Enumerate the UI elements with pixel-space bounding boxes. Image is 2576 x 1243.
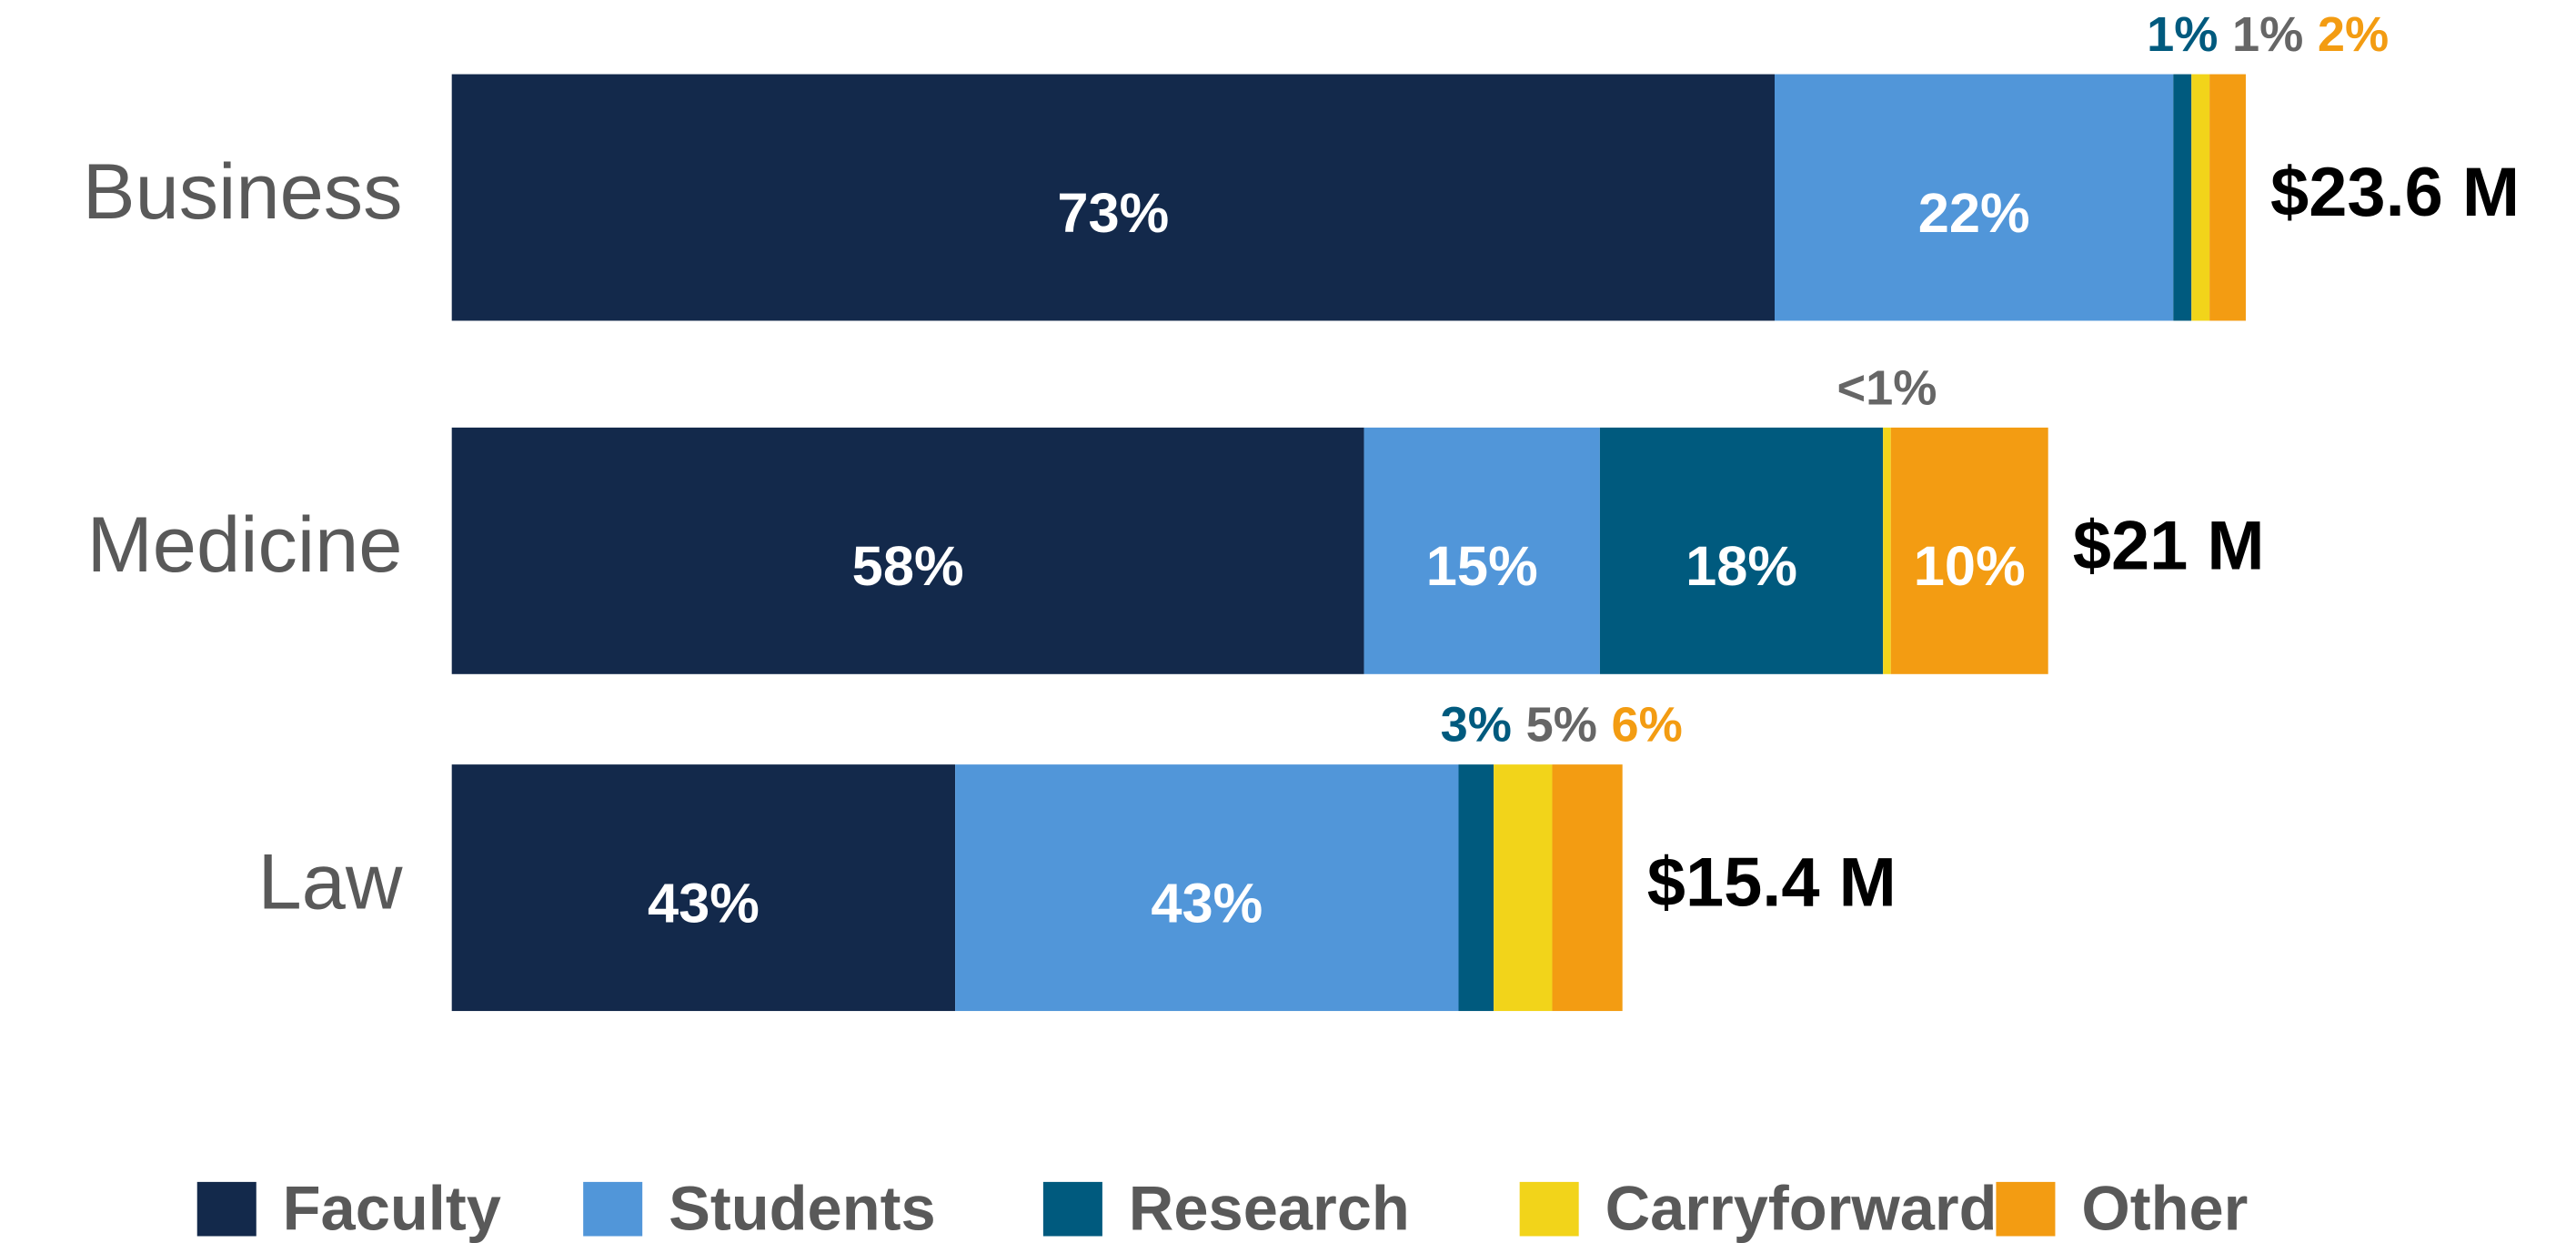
legend-label: Faculty (283, 1173, 501, 1243)
value-label: 43% (1151, 872, 1263, 935)
bar-segment (1774, 74, 2174, 321)
legend-swatch (1519, 1181, 1579, 1237)
value-label: 22% (1918, 182, 2030, 245)
legend-swatch (1996, 1181, 2056, 1237)
legend-swatch (1042, 1181, 1102, 1237)
bar-segment (1599, 427, 1884, 674)
bar-segment (1363, 427, 1600, 674)
value-label: 6% (1611, 698, 1682, 753)
legend-label: Research (1129, 1173, 1410, 1243)
bar-segment (451, 74, 1775, 321)
category-label: Business (83, 148, 403, 236)
value-label: 1% (2232, 7, 2303, 62)
bar-segment (955, 764, 1459, 1012)
bar-segment (1883, 427, 1891, 674)
value-label: 10% (1914, 535, 2026, 598)
value-label: <1% (1836, 360, 1937, 415)
bar-segment (1458, 764, 1494, 1012)
legend-label: Other (2081, 1173, 2248, 1243)
bar-segment (2191, 74, 2210, 321)
value-label: 43% (648, 872, 760, 935)
legend-swatch (583, 1181, 643, 1237)
value-label: 58% (852, 535, 964, 598)
legend-label: Carryforward (1605, 1173, 1997, 1243)
value-label: 5% (1526, 698, 1597, 753)
value-label: 15% (1426, 535, 1538, 598)
legend-label: Students (669, 1173, 936, 1243)
value-label: 18% (1685, 535, 1797, 598)
category-label: Medicine (87, 501, 403, 589)
total-label: $21 M (2073, 507, 2265, 584)
bar-segment (2209, 74, 2246, 321)
value-label: 2% (2318, 7, 2389, 62)
bar-segment (451, 764, 956, 1012)
total-label: $23.6 M (2270, 154, 2520, 231)
value-label: 1% (2147, 7, 2218, 62)
bar-segment (451, 427, 1364, 674)
bar-segment (1494, 764, 1553, 1012)
bar-segment (1552, 764, 1623, 1012)
total-label: $15.4 M (1647, 844, 1897, 922)
bar-segment (2173, 74, 2192, 321)
legend-swatch (196, 1181, 257, 1237)
category-label: Law (257, 838, 402, 925)
value-label: 73% (1057, 182, 1169, 245)
bar-segment (1890, 427, 2048, 674)
value-label: 3% (1441, 698, 1512, 753)
